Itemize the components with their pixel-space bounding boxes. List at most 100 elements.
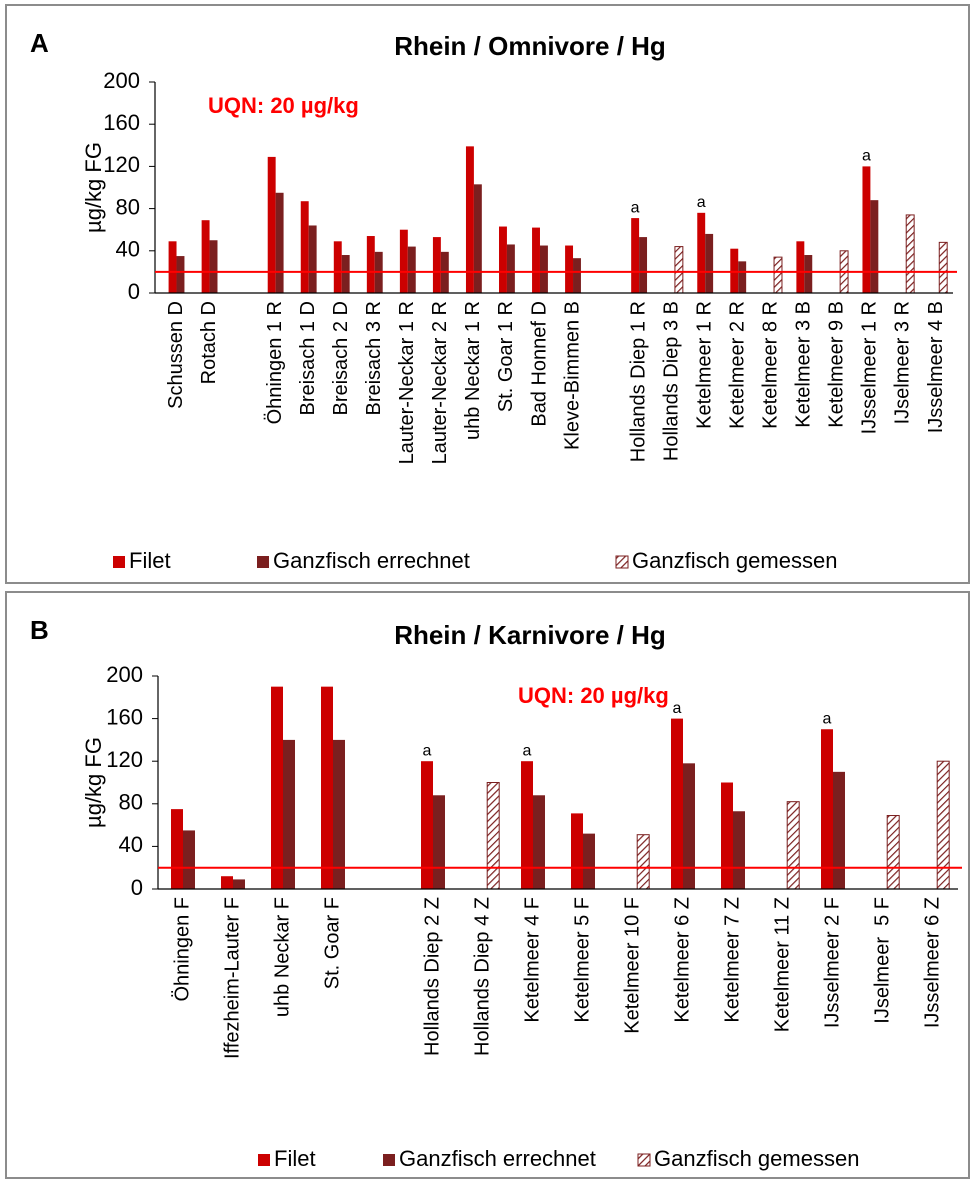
bar bbox=[786, 801, 800, 890]
bar-note: a bbox=[823, 710, 832, 727]
panel-frame bbox=[5, 4, 970, 584]
bar bbox=[506, 244, 515, 293]
bar bbox=[267, 156, 276, 293]
bar bbox=[465, 146, 474, 293]
x-tick-label: Rotach D bbox=[198, 301, 220, 384]
bar bbox=[730, 248, 739, 293]
bar bbox=[521, 761, 533, 889]
bar bbox=[333, 739, 345, 889]
bar bbox=[936, 760, 950, 890]
legend-label: Ganzfisch gemessen bbox=[632, 548, 837, 573]
bar bbox=[671, 718, 683, 889]
x-tick-label: Ketelmeer 1 R bbox=[693, 301, 715, 429]
y-tick-label: 40 bbox=[116, 237, 140, 262]
legend-swatch bbox=[637, 1153, 651, 1167]
x-tick-label: Ketelmeer 2 R bbox=[727, 301, 749, 429]
bar bbox=[573, 258, 581, 293]
legend-swatch bbox=[258, 1154, 270, 1166]
bar bbox=[486, 782, 500, 890]
x-tick-label: Öhningen F bbox=[171, 897, 193, 1002]
bar bbox=[583, 833, 595, 889]
bar bbox=[201, 220, 210, 293]
bar bbox=[183, 830, 195, 889]
x-tick-label: Ketelmeer 8 R bbox=[760, 301, 782, 429]
panel-label: A bbox=[30, 28, 49, 58]
x-tick-label: Ketelmeer 5 F bbox=[571, 897, 593, 1023]
bar bbox=[221, 876, 233, 889]
bar bbox=[233, 879, 245, 889]
x-tick-label: Breisach 3 R bbox=[363, 301, 385, 416]
x-tick-label: Ketelmeer 9 B bbox=[826, 301, 848, 428]
x-tick-label: Schussen D bbox=[165, 301, 187, 409]
bar bbox=[796, 241, 805, 293]
bar bbox=[421, 761, 433, 889]
y-tick-label: 120 bbox=[103, 152, 140, 177]
bar bbox=[499, 226, 507, 293]
chart-title: Rhein / Omnivore / Hg bbox=[394, 31, 666, 61]
bar bbox=[308, 225, 317, 293]
bar-note: a bbox=[862, 148, 871, 165]
x-tick-label: Hollands Diep 1 R bbox=[627, 301, 649, 462]
bar bbox=[333, 241, 342, 293]
legend-swatch bbox=[113, 556, 125, 568]
bar bbox=[773, 256, 783, 294]
x-tick-label: IJselmeer 5 F bbox=[871, 897, 893, 1024]
bar bbox=[539, 245, 548, 293]
x-tick-label: Ketelmeer 7 Z bbox=[721, 897, 743, 1023]
y-tick-label: 0 bbox=[128, 279, 140, 304]
bar bbox=[636, 834, 650, 890]
bar bbox=[399, 229, 408, 293]
threshold-label: UQN: 20 µg/kg bbox=[208, 93, 359, 118]
bar bbox=[341, 255, 350, 293]
y-axis-label: µg/kg FG bbox=[81, 142, 106, 233]
x-tick-label: Hollands Diep 4 Z bbox=[471, 897, 493, 1056]
bar bbox=[407, 246, 416, 293]
chart-title: Rhein / Karnivore / Hg bbox=[394, 620, 666, 650]
bar bbox=[366, 236, 375, 293]
bar bbox=[321, 686, 333, 889]
y-tick-label: 40 bbox=[119, 832, 143, 857]
bar bbox=[833, 771, 845, 889]
y-tick-label: 200 bbox=[106, 662, 143, 687]
x-tick-label: uhb Neckar F bbox=[271, 897, 293, 1017]
legend-label: Filet bbox=[129, 548, 171, 573]
x-tick-label: Ketelmeer 10 F bbox=[621, 897, 643, 1034]
bar bbox=[532, 227, 540, 293]
x-tick-label: IJsselmeer 2 F bbox=[821, 897, 843, 1028]
bar bbox=[271, 686, 283, 889]
bar-note: a bbox=[631, 199, 640, 216]
bar bbox=[300, 201, 309, 293]
x-tick-label: St. Goar 1 R bbox=[495, 301, 517, 412]
bar bbox=[565, 245, 574, 293]
bar bbox=[571, 813, 583, 889]
bar bbox=[821, 729, 833, 889]
bar bbox=[804, 255, 813, 293]
legend-swatch bbox=[257, 556, 269, 568]
bar bbox=[209, 240, 218, 293]
y-tick-label: 80 bbox=[116, 194, 140, 219]
bar bbox=[905, 214, 915, 294]
y-tick-label: 160 bbox=[106, 704, 143, 729]
legend-label: Ganzfisch gemessen bbox=[654, 1146, 859, 1171]
y-tick-label: 160 bbox=[103, 110, 140, 135]
legend-label: Ganzfisch errechnet bbox=[273, 548, 470, 573]
bar bbox=[639, 237, 648, 293]
bar bbox=[721, 782, 733, 889]
legend-swatch bbox=[615, 555, 629, 569]
y-tick-label: 80 bbox=[119, 790, 143, 815]
bar bbox=[176, 256, 185, 293]
bar bbox=[733, 811, 745, 889]
bar bbox=[862, 166, 871, 293]
x-tick-label: Ketelmeer 11 Z bbox=[771, 897, 793, 1032]
x-tick-label: Ketelmeer 4 F bbox=[521, 897, 543, 1023]
x-tick-label: Hollands Diep 3 B bbox=[660, 301, 682, 461]
x-tick-label: Öhningen 1 R bbox=[264, 301, 286, 424]
x-tick-label: St. Goar F bbox=[321, 897, 343, 989]
legend-label: Filet bbox=[274, 1146, 316, 1171]
x-tick-label: Kleve-Bimmen B bbox=[561, 301, 583, 450]
bar bbox=[473, 184, 482, 293]
panel-label: B bbox=[30, 615, 49, 645]
x-tick-label: IJsselmeer 6 Z bbox=[921, 897, 943, 1028]
y-tick-label: 200 bbox=[103, 68, 140, 93]
